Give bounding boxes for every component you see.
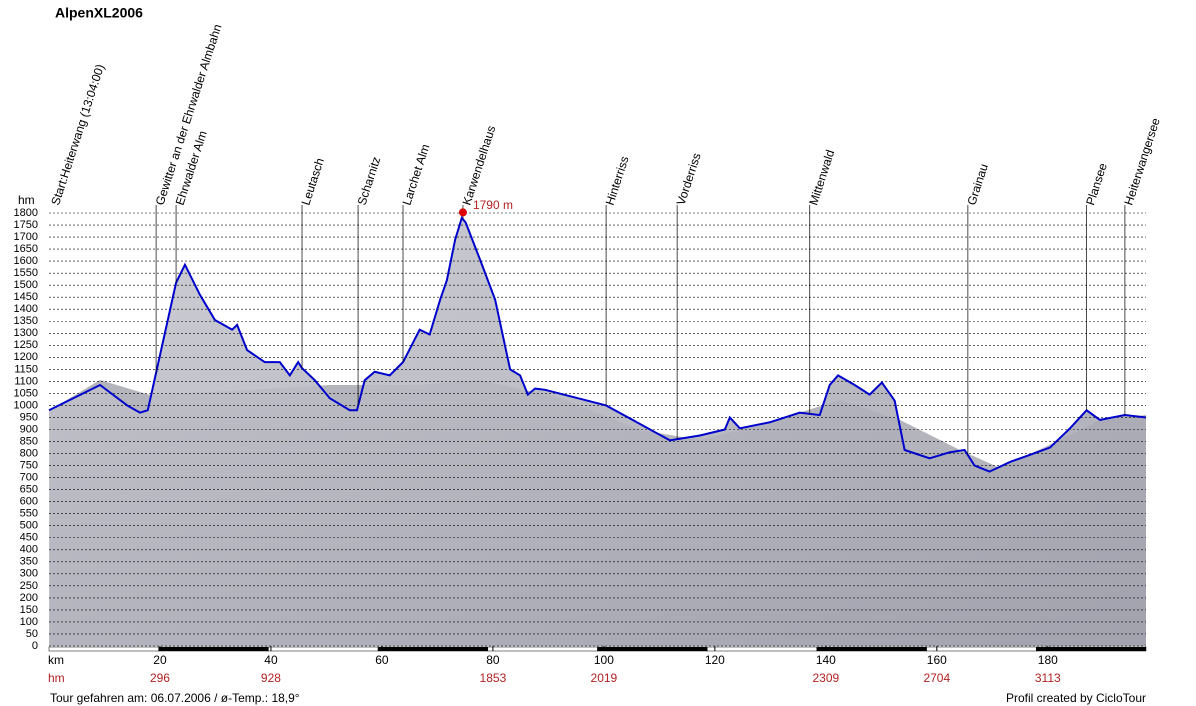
climb-value: 1853	[480, 671, 507, 685]
x-tick-label: 60	[375, 653, 389, 667]
axis-band	[597, 646, 708, 652]
climb-value: 296	[150, 671, 170, 685]
y-tick-label: 300	[20, 568, 38, 580]
profile-area	[49, 217, 1146, 647]
y-tick-label: 950	[20, 411, 38, 423]
y-tick-label: 500	[20, 520, 38, 532]
chart-title: AlpenXL2006	[55, 5, 143, 21]
x-tick-label: 80	[486, 653, 500, 667]
axis-band	[816, 646, 927, 652]
y-tick-label: 1700	[14, 231, 38, 243]
axis-band	[706, 646, 818, 652]
y-tick-label: 900	[20, 423, 38, 435]
waypoint-label: Heiterwangersee	[1121, 116, 1162, 207]
y-tick-label: 200	[20, 592, 38, 604]
y-tick-label: 1300	[14, 327, 38, 339]
axis-band	[926, 646, 1037, 652]
y-tick-label: 850	[20, 435, 38, 447]
y-tick-label: 50	[26, 628, 38, 640]
y-tick-label: 1600	[14, 255, 38, 267]
waypoint-label: Leutasch	[299, 156, 327, 207]
y-tick-label: 1200	[14, 351, 38, 363]
y-axis-label: hm	[18, 193, 35, 207]
waypoint-label: Vorderriss	[674, 151, 704, 207]
y-tick-label: 1750	[14, 219, 38, 231]
y-tick-label: 1800	[14, 207, 38, 219]
y-tick-label: 100	[20, 616, 38, 628]
y-tick-label: 1350	[14, 315, 38, 327]
max-marker	[458, 208, 467, 217]
x-tick-label: 120	[705, 653, 725, 667]
x-tick-label: 140	[816, 653, 836, 667]
footer-left: Tour gefahren am: 06.07.2006 / ø-Temp.: …	[50, 691, 300, 705]
footer-right: Profil created by CicloTour	[1006, 691, 1146, 705]
waypoint-label: Scharnitz	[355, 155, 384, 207]
y-tick-label: 0	[32, 640, 38, 652]
y-tick-label: 1500	[14, 279, 38, 291]
y-tick-label: 450	[20, 532, 38, 544]
y-tick-label: 1650	[14, 243, 38, 255]
y-tick-label: 1000	[14, 399, 38, 411]
y-tick-label: 650	[20, 484, 38, 496]
waypoint-label: Karwendelhaus	[459, 124, 498, 207]
climb-value: 2019	[591, 671, 618, 685]
axis-band	[158, 646, 269, 652]
waypoint-label: Mittenwald	[806, 148, 837, 207]
y-tick-label: 1250	[14, 339, 38, 351]
y-tick-label: 1150	[14, 363, 38, 375]
climb-value: 2309	[812, 671, 839, 685]
x-tick-label: 100	[594, 653, 614, 667]
y-tick-label: 250	[20, 580, 38, 592]
y-tick-label: 800	[20, 447, 38, 459]
axis-band	[1036, 646, 1147, 652]
y-tick-label: 550	[20, 508, 38, 520]
y-tick-label: 700	[20, 472, 38, 484]
y-tick-label: 1450	[14, 291, 38, 303]
y-tick-label: 1050	[14, 387, 38, 399]
x-tick-label: 40	[264, 653, 278, 667]
x-tick-label: 20	[153, 653, 167, 667]
axis-band	[377, 646, 489, 652]
waypoint-label: Plansee	[1083, 161, 1110, 207]
waypoint-label: Hinterriss	[603, 154, 632, 207]
axis-band	[487, 646, 598, 652]
x-axis-label: km	[48, 653, 64, 667]
y-tick-label: 1100	[14, 375, 38, 387]
x-tick-label: 160	[927, 653, 947, 667]
x-tick-label: 180	[1038, 653, 1058, 667]
axis-band	[48, 646, 159, 652]
axis-band	[268, 646, 379, 652]
climb-value: 2704	[923, 671, 950, 685]
y-tick-label: 400	[20, 544, 38, 556]
max-label: 1790 m	[473, 198, 513, 212]
waypoint-label: Start:Heiterwang (13:04:00)	[48, 62, 107, 207]
y-tick-label: 1400	[14, 303, 38, 315]
waypoint-label: Grainau	[964, 162, 991, 207]
climb-value: 3113	[1035, 671, 1061, 685]
y-tick-label: 1550	[14, 267, 38, 279]
profile-line	[48, 215, 1147, 473]
climb-value: 928	[261, 671, 281, 685]
y-tick-label: 350	[20, 556, 38, 568]
y-tick-label: 150	[20, 604, 38, 616]
y-tick-label: 750	[20, 459, 38, 471]
y-tick-label: 600	[20, 496, 38, 508]
waypoint-label: Larchet Alm	[400, 142, 433, 207]
climb-label: hm	[48, 671, 65, 685]
